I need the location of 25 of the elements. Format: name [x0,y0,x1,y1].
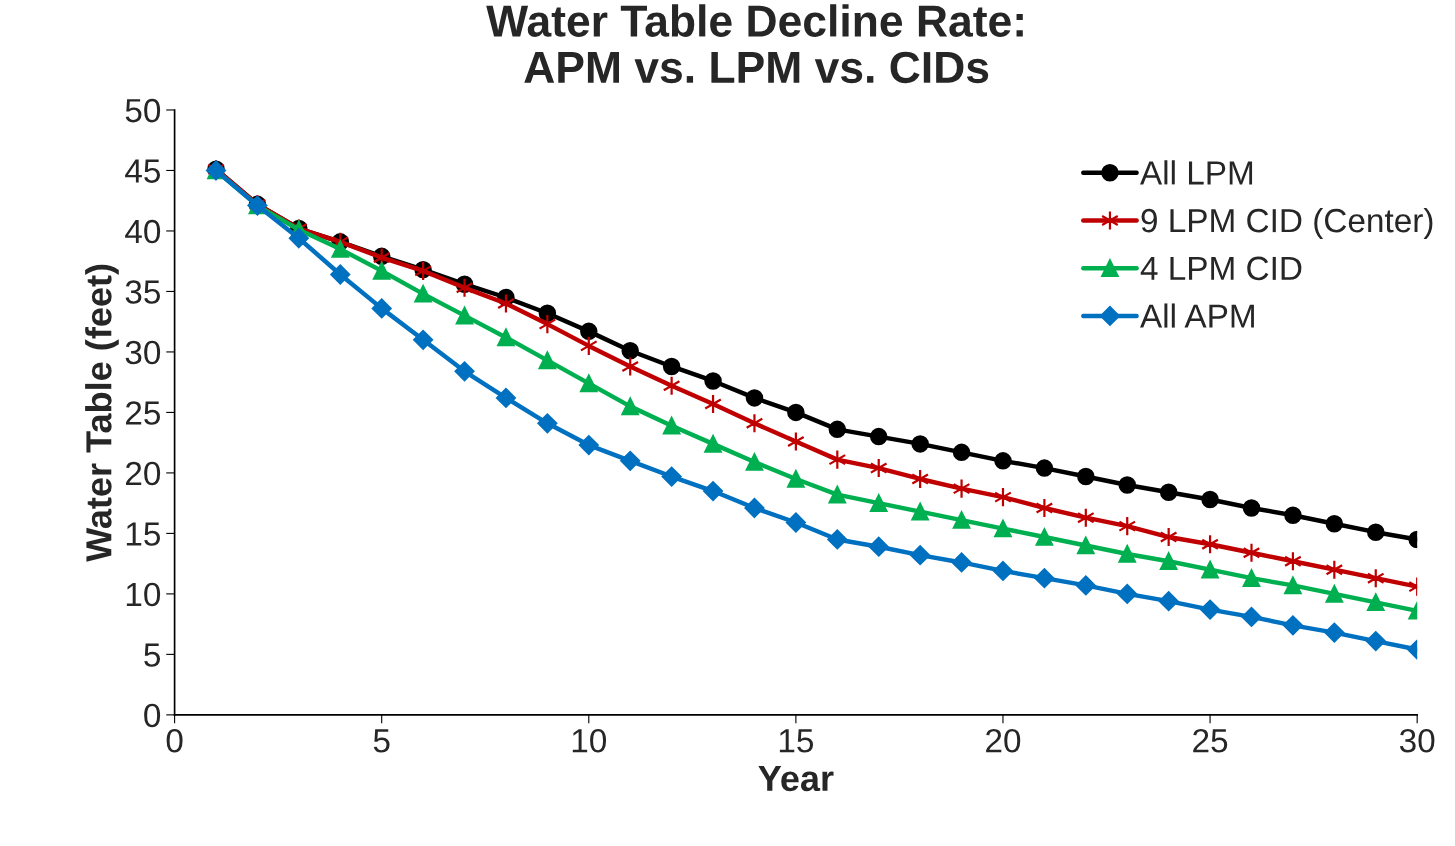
x-tick-label: 0 [166,728,183,753]
x-axis-title: Year [758,766,834,792]
y-axis-title: Water Table (feet) [85,264,119,562]
y-tick-label: 25 [126,401,161,425]
y-tick-label: 20 [126,461,161,486]
y-tick-label: 50 [125,98,161,123]
x-tick-label: 25 [1193,728,1228,753]
y-tick-label: 40 [125,219,161,244]
x-tick-label: 30 [1399,728,1435,753]
legend-label: All APM [1140,303,1254,328]
y-tick-label: 35 [125,280,161,304]
x-tick-label: 20 [986,728,1021,753]
y-tick-label: 0 [144,703,161,728]
y-tick-label: 30 [125,340,161,365]
y-tick-label: 10 [126,582,161,607]
legend-label: All LPM [1140,160,1253,185]
legend-label: 9 LPM CID (Center) [1141,207,1433,240]
y-tick-label: 45 [125,159,161,183]
x-tick-label: 15 [779,729,814,753]
chart-title: Water Table Decline Rate: APM vs. LPM vs. CIDs [486,4,1023,84]
y-tick-label: 5 [144,643,161,667]
x-tick-label: 5 [373,729,390,753]
x-tick-label: 10 [572,728,607,753]
legend-label: 4 LPM CID [1140,256,1302,281]
y-tick-label: 15 [126,522,161,546]
